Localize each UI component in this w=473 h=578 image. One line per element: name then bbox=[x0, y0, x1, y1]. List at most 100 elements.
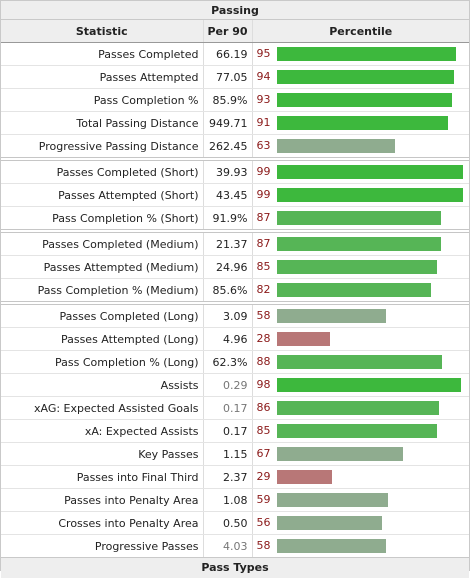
percentile-bar bbox=[276, 237, 441, 251]
percentile-bar bbox=[276, 260, 437, 274]
percentile-cell: 28 bbox=[252, 327, 469, 351]
percentile-value: 94 bbox=[256, 70, 271, 83]
percentile-bar bbox=[276, 470, 332, 484]
header-per90[interactable]: Per 90 bbox=[203, 20, 253, 43]
percentile-cell: 99 bbox=[252, 183, 469, 207]
percentile-value: 63 bbox=[256, 139, 271, 152]
percentile-value: 93 bbox=[256, 93, 271, 106]
percentile-value: 98 bbox=[256, 378, 271, 391]
percentile-value: 58 bbox=[256, 309, 271, 322]
percentile-cell: 88 bbox=[252, 350, 469, 374]
per90-value: 3.09 bbox=[203, 301, 253, 328]
percentile-cell: 82 bbox=[252, 278, 469, 304]
section-title: Passing bbox=[1, 0, 469, 20]
passing-table: Statistic Per 90 Percentile Passes Compl… bbox=[1, 20, 469, 558]
table-row: Pass Completion % (Long) 62.3% 88 bbox=[1, 350, 469, 374]
table-body: Passes Completed 66.19 95 Passes Attempted 7… bbox=[1, 42, 469, 558]
stat-name: Pass Completion % (Long) bbox=[1, 350, 204, 374]
percentile-cell: 56 bbox=[252, 511, 469, 535]
table-row: xAG: Expected Assisted Goals 0.17 86 bbox=[1, 396, 469, 420]
stat-name: Assists bbox=[1, 373, 204, 397]
percentile-cell: 59 bbox=[252, 488, 469, 512]
per90-value: 21.37 bbox=[203, 229, 253, 256]
percentile-bar bbox=[276, 378, 461, 392]
percentile-bar bbox=[276, 401, 439, 415]
percentile-bar bbox=[276, 355, 442, 369]
table-row: Assists 0.29 98 bbox=[1, 373, 469, 397]
percentile-value: 58 bbox=[256, 539, 271, 552]
percentile-value: 67 bbox=[256, 447, 271, 460]
percentile-value: 88 bbox=[256, 355, 271, 368]
table-row: Passes Completed (Short) 39.93 99 bbox=[1, 157, 469, 184]
per90-value: 66.19 bbox=[203, 42, 253, 66]
stat-name: Passes into Final Third bbox=[1, 465, 204, 489]
per90-value: 1.15 bbox=[203, 442, 253, 466]
stat-name: Passes Attempted (Medium) bbox=[1, 255, 204, 279]
header-percentile[interactable]: Percentile bbox=[252, 20, 469, 43]
table-row: Crosses into Penalty Area 0.50 56 bbox=[1, 511, 469, 535]
percentile-value: 59 bbox=[256, 493, 271, 506]
header-row: Statistic Per 90 Percentile bbox=[1, 20, 469, 43]
percentile-bar bbox=[276, 493, 388, 507]
percentile-value: 87 bbox=[256, 237, 271, 250]
percentile-bar bbox=[276, 211, 441, 225]
percentile-value: 82 bbox=[256, 283, 271, 296]
percentile-bar bbox=[276, 139, 395, 153]
table-row: Pass Completion % (Short) 91.9% 87 bbox=[1, 206, 469, 232]
percentile-cell: 94 bbox=[252, 65, 469, 89]
table-row: Passes Completed (Medium) 21.37 87 bbox=[1, 229, 469, 256]
per90-value: 1.08 bbox=[203, 488, 253, 512]
per90-value: 85.9% bbox=[203, 88, 253, 112]
percentile-bar bbox=[276, 516, 382, 530]
table-row: Passes Attempted (Short) 43.45 99 bbox=[1, 183, 469, 207]
per90-value: 43.45 bbox=[203, 183, 253, 207]
table-row: Pass Completion % (Medium) 85.6% 82 bbox=[1, 278, 469, 304]
percentile-value: 28 bbox=[256, 332, 271, 345]
stat-name: Passes Completed (Long) bbox=[1, 301, 204, 328]
percentile-bar bbox=[276, 539, 386, 553]
stat-name: Passes Completed (Short) bbox=[1, 157, 204, 184]
table-row: Passes into Final Third 2.37 29 bbox=[1, 465, 469, 489]
table-row: Passes Attempted (Long) 4.96 28 bbox=[1, 327, 469, 351]
percentile-value: 91 bbox=[256, 116, 271, 129]
percentile-cell: 99 bbox=[252, 157, 469, 184]
percentile-cell: 87 bbox=[252, 229, 469, 256]
percentile-bar bbox=[276, 283, 431, 297]
per90-value: 4.96 bbox=[203, 327, 253, 351]
per90-value: 24.96 bbox=[203, 255, 253, 279]
percentile-bar bbox=[276, 309, 386, 323]
stat-name: Total Passing Distance bbox=[1, 111, 204, 135]
header-statistic[interactable]: Statistic bbox=[1, 20, 204, 43]
table-row: Passes into Penalty Area 1.08 59 bbox=[1, 488, 469, 512]
percentile-cell: 87 bbox=[252, 206, 469, 232]
percentile-value: 99 bbox=[256, 165, 271, 178]
stat-name: Progressive Passes bbox=[1, 534, 204, 558]
table-row: Key Passes 1.15 67 bbox=[1, 442, 469, 466]
percentile-cell: 29 bbox=[252, 465, 469, 489]
percentile-value: 87 bbox=[256, 211, 271, 224]
percentile-bar bbox=[276, 188, 463, 202]
percentile-cell: 98 bbox=[252, 373, 469, 397]
percentile-cell: 85 bbox=[252, 419, 469, 443]
table-row: Progressive Passing Distance 262.45 63 bbox=[1, 134, 469, 160]
percentile-cell: 85 bbox=[252, 255, 469, 279]
stat-name: Pass Completion % (Short) bbox=[1, 206, 204, 232]
per90-value: 91.9% bbox=[203, 206, 253, 232]
stat-name: Pass Completion % (Medium) bbox=[1, 278, 204, 304]
per90-value: 2.37 bbox=[203, 465, 253, 489]
percentile-bar bbox=[276, 116, 448, 130]
stat-name: Passes Attempted bbox=[1, 65, 204, 89]
stat-name: Pass Completion % bbox=[1, 88, 204, 112]
per90-value: 4.03 bbox=[203, 534, 253, 558]
percentile-value: 86 bbox=[256, 401, 271, 414]
stat-name: Passes Attempted (Long) bbox=[1, 327, 204, 351]
table-row: Passes Completed (Long) 3.09 58 bbox=[1, 301, 469, 328]
percentile-cell: 93 bbox=[252, 88, 469, 112]
per90-value: 0.17 bbox=[203, 419, 253, 443]
stat-name: Passes Attempted (Short) bbox=[1, 183, 204, 207]
stat-name: Crosses into Penalty Area bbox=[1, 511, 204, 535]
stat-name: xA: Expected Assists bbox=[1, 419, 204, 443]
next-section-title: Pass Types bbox=[1, 557, 469, 578]
percentile-bar bbox=[276, 165, 463, 179]
